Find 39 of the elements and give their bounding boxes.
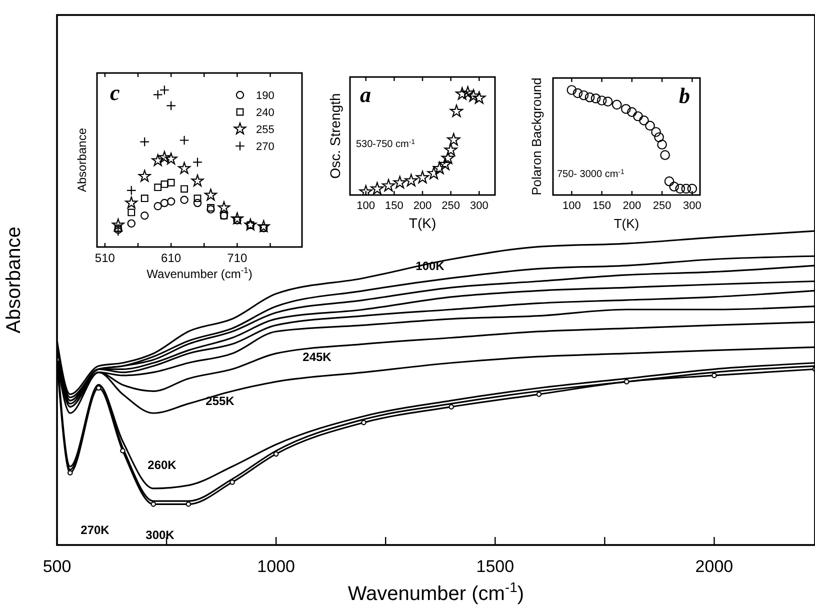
annotation: 245K xyxy=(302,350,332,364)
x-tick-label: 300 xyxy=(470,200,488,212)
x-tick-label: 1500 xyxy=(476,557,514,576)
x-tick-label: 150 xyxy=(385,200,404,212)
x-tick-label: 300 xyxy=(682,200,702,212)
chart-title: b xyxy=(679,83,690,108)
annotation: 255K xyxy=(206,394,235,408)
annotation: 750- 3000 cm$^{-1}$ xyxy=(557,168,624,180)
x-axis-title: T(K) xyxy=(408,215,436,231)
x-tick-label: 250 xyxy=(442,200,460,212)
y-axis-title: Polaron Background xyxy=(529,78,544,196)
x-tick-label: 710 xyxy=(227,251,248,265)
annotation: 530-750 cm$^{-1}$ xyxy=(356,138,416,150)
annotation: 260K xyxy=(148,458,177,472)
annotation: 270K xyxy=(80,523,110,537)
x-tick-label: 200 xyxy=(622,200,642,212)
y-axis-title: Absorbance xyxy=(75,128,89,192)
legend-label: 190 xyxy=(256,90,274,102)
annotation: 300K xyxy=(146,528,175,542)
x-tick-label: 100 xyxy=(562,200,581,212)
chart-title: a xyxy=(360,82,371,107)
x-tick-label: 250 xyxy=(652,200,672,212)
x-tick-label: 500 xyxy=(42,557,72,576)
x-tick-label: 510 xyxy=(94,251,116,265)
legend-label: 255 xyxy=(256,124,274,136)
x-tick-label: 200 xyxy=(413,200,432,212)
y-axis-title: Absorbance xyxy=(3,226,25,334)
legend-label: 270 xyxy=(256,141,274,153)
x-axis-title: Wavenumber (cm$^{-1}$) xyxy=(146,265,252,281)
x-axis-title: T(K) xyxy=(614,216,640,231)
x-tick-label: 100 xyxy=(356,200,376,212)
x-tick-label: 610 xyxy=(161,251,182,265)
x-tick-label: 150 xyxy=(592,200,611,212)
legend-label: 240 xyxy=(256,107,274,119)
y-axis-title: Osc. Strength xyxy=(327,93,343,179)
x-axis-title: Wavenumber (cm$^{-1}$) xyxy=(348,579,524,605)
x-tick-label: 2000 xyxy=(695,557,734,576)
chart-title: c xyxy=(110,80,120,105)
x-tick-label: 1000 xyxy=(257,557,295,576)
